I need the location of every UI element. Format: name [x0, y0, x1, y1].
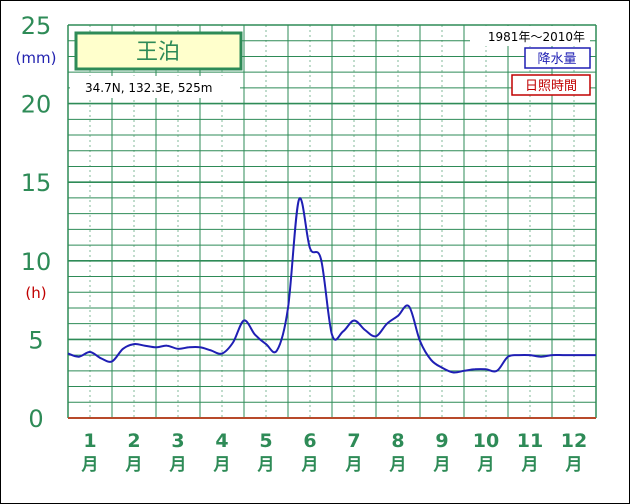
precip-unit-label: (mm) — [16, 49, 57, 67]
month-number: 6 — [303, 430, 316, 452]
month-number: 11 — [517, 430, 543, 452]
plot-area-border — [67, 24, 597, 419]
month-unit: 月 — [345, 455, 363, 475]
month-number: 1 — [83, 430, 96, 452]
station-location: 34.7N, 132.3E, 525m — [85, 81, 212, 95]
month-unit: 月 — [521, 455, 539, 475]
month-unit: 月 — [213, 455, 231, 475]
month-unit: 月 — [433, 455, 451, 475]
location-box: 34.7N, 132.3E, 525m — [70, 76, 240, 98]
month-number: 9 — [435, 430, 448, 452]
legend: 1981年〜2010年 降水量 日照時間 — [470, 26, 591, 96]
month-number: 10 — [473, 430, 499, 452]
month-number: 2 — [127, 430, 140, 452]
sun-unit-label: (h) — [25, 284, 46, 302]
month-unit: 月 — [125, 455, 143, 475]
month-number: 5 — [259, 430, 272, 452]
month-unit: 月 — [257, 455, 275, 475]
month-number: 3 — [171, 430, 184, 452]
month-unit: 月 — [81, 455, 99, 475]
month-number: 7 — [347, 430, 360, 452]
y-tick-label: 5 — [28, 326, 43, 354]
month-number: 12 — [561, 430, 587, 452]
legend-sun-label: 日照時間 — [525, 79, 577, 94]
station-name-box: 王泊 — [74, 31, 243, 71]
month-unit: 月 — [565, 455, 583, 475]
y-tick-label: 20 — [21, 91, 52, 119]
month-unit: 月 — [301, 455, 319, 475]
y-tick-label: 10 — [21, 248, 52, 276]
month-number: 4 — [215, 430, 228, 452]
month-unit: 月 — [477, 455, 495, 475]
month-labels: 1 月 2 月 3 月 4 月 5 月 6 月 7 月 8 月 9 月 10 月 11 月 12 月 — [81, 430, 588, 475]
y-tick-label: 0 — [28, 405, 43, 433]
y-tick-label: 25 — [21, 12, 52, 40]
legend-precip-box — [524, 47, 591, 69]
month-number: 8 — [391, 430, 404, 452]
y-tick-label: 15 — [21, 169, 52, 197]
period-label: 1981年〜2010年 — [488, 30, 585, 44]
precipitation-line — [67, 197, 596, 374]
legend-sun-box — [511, 74, 591, 96]
legend-precip-label: 降水量 — [537, 52, 576, 67]
station-name: 王泊 — [136, 40, 180, 65]
month-unit: 月 — [169, 455, 187, 475]
month-unit: 月 — [389, 455, 407, 475]
y-tick-labels: 0 5 10 15 20 25 — [21, 12, 52, 433]
